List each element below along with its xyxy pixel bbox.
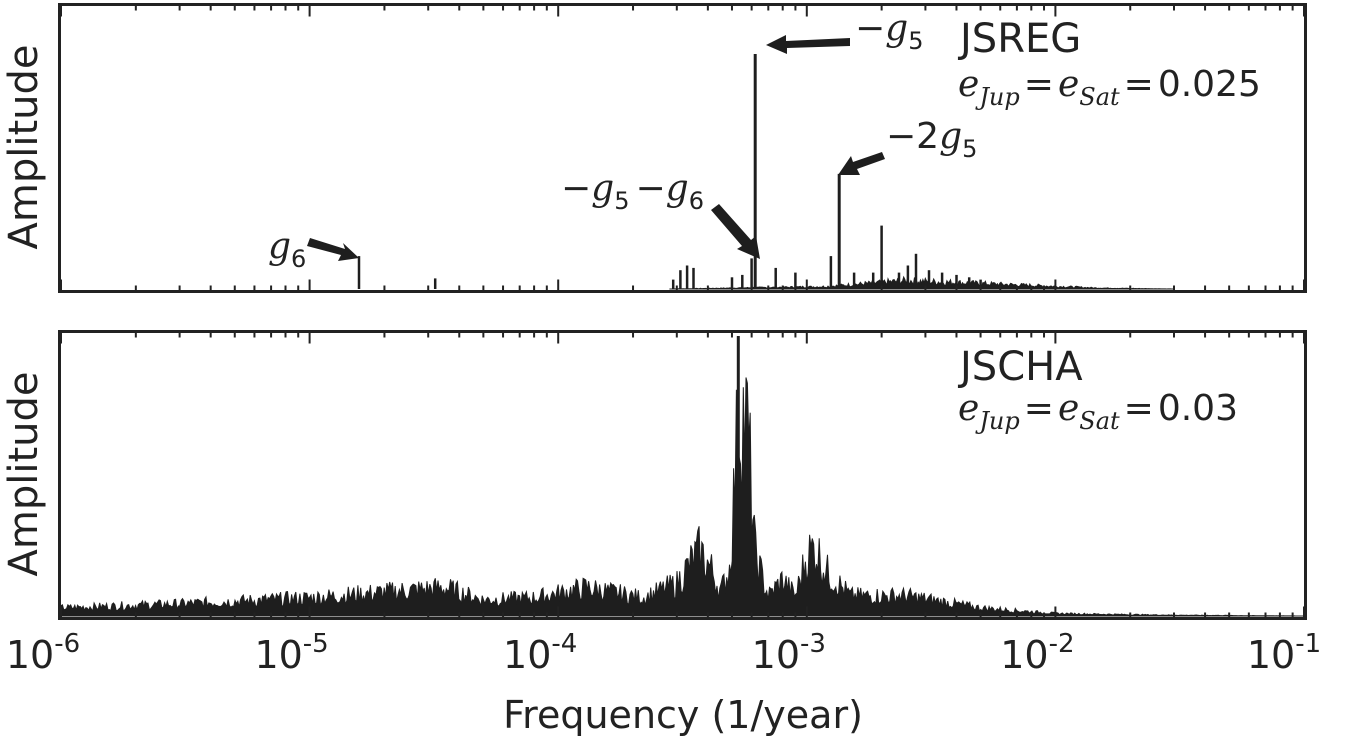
top-ticks <box>60 4 1305 292</box>
minus-2g5-pre: −2 <box>886 116 939 157</box>
x-tick-label: 10-6 <box>6 629 80 677</box>
arrow-minus-g5 <box>766 35 850 54</box>
minus-2g5-sym: g <box>939 116 962 157</box>
bottom-ticks <box>60 331 1305 619</box>
bottom-eq-eq2: = <box>1124 388 1154 429</box>
bottom-panel-eccentricity: eJup = eSat = 0.03 <box>958 388 1238 435</box>
minus-2g5-sub: 5 <box>962 135 977 163</box>
top-plot-frame <box>58 3 1307 293</box>
top-eq-eq1: = <box>1024 64 1054 105</box>
bottom-panel-title: JSCHA <box>957 344 1083 390</box>
x-tick-label: 10-3 <box>752 629 826 677</box>
mg5g6-sub2: 6 <box>689 187 704 215</box>
x-tick-label: 10-4 <box>503 629 577 677</box>
mg5g6-pre: − <box>561 168 591 209</box>
bottom-eq-e1: e <box>958 388 979 429</box>
annotation-minus-g5-minus-g6-label: −g5 −g6 <box>561 168 704 215</box>
mg5g6-sym2: g <box>666 168 689 209</box>
bottom-eq-e2: e <box>1058 388 1079 429</box>
mg5g6-sub: 5 <box>614 187 629 215</box>
arrow-minus-2g5 <box>838 152 885 175</box>
x-tick-labels: 10-6 10-5 10-4 10-3 10-2 10-1 <box>6 629 1321 677</box>
minus-g5-pre: − <box>855 8 885 49</box>
arrow-minus-g5-minus-g6 <box>711 204 760 259</box>
top-ylabel: Amplitude <box>1 45 47 250</box>
annotation-minus-2g5-label: −2g5 <box>886 116 977 163</box>
bottom-ylabel: Amplitude <box>1 372 47 577</box>
x-tick-label: 10-1 <box>1247 629 1321 677</box>
top-eq-e2: e <box>1058 64 1079 105</box>
g6-sub: 6 <box>291 245 306 273</box>
x-axis-label: Frequency (1/year) <box>503 693 863 737</box>
top-eq-value: 0.025 <box>1158 64 1261 105</box>
g6-sym: g <box>268 226 291 267</box>
top-eq-jup: Jup <box>974 83 1019 111</box>
top-eq-sat: Sat <box>1079 83 1120 111</box>
bottom-spectrum-area <box>60 377 1304 617</box>
arrow-g6 <box>307 238 359 261</box>
bottom-plot-frame <box>58 330 1307 620</box>
bottom-eq-eq1: = <box>1024 388 1054 429</box>
bottom-spectrum <box>60 336 1304 617</box>
minus-g5-sub: 5 <box>908 27 923 55</box>
mg5g6-sym: g <box>591 168 614 209</box>
annotation-g6-label: g6 <box>268 226 306 273</box>
bottom-eq-value: 0.03 <box>1158 388 1238 429</box>
top-panel-title: JSREG <box>957 16 1081 62</box>
mg5g6-mid: − <box>636 168 666 209</box>
top-panel: JSREG eJup = eSat = 0.025 g6 −g5 −2g5 −g5 −g6 <box>58 3 1307 293</box>
bottom-eq-sat: Sat <box>1079 407 1120 435</box>
top-eq-e1: e <box>958 64 979 105</box>
annotation-minus-g5-label: −g5 <box>855 8 924 55</box>
bottom-panel: JSCHA eJup = eSat = 0.03 <box>58 330 1307 620</box>
x-tick-label: 10-2 <box>1000 629 1074 677</box>
x-tick-label: 10-5 <box>254 629 328 677</box>
minus-g5-sym: g <box>885 8 908 49</box>
top-eq-eq2: = <box>1124 64 1154 105</box>
top-panel-eccentricity: eJup = eSat = 0.025 <box>958 64 1261 111</box>
bottom-eq-jup: Jup <box>974 407 1019 435</box>
top-noise-floor <box>669 275 1174 290</box>
